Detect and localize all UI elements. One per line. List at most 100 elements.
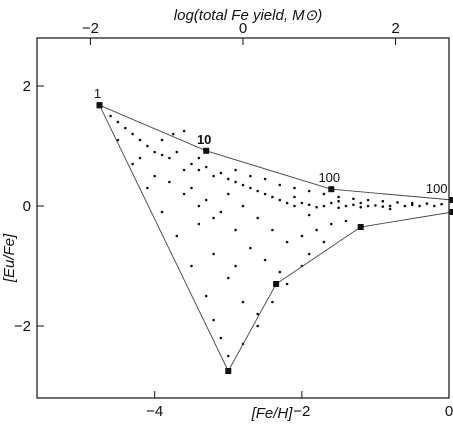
scatter-point [293,204,296,208]
scatter-point [278,270,282,274]
scatter-point [131,132,134,136]
scatter-point [374,204,377,207]
scatter-point [124,126,127,130]
scatter-point [271,300,274,304]
scatter-point [160,210,164,214]
scatter-point [219,336,223,340]
scatter-point [234,168,237,172]
scatter-point [241,204,245,208]
scatter-point [204,294,208,298]
scatter-point [153,150,156,154]
scatter-point [300,234,304,238]
scatter-points [109,114,443,358]
scatter-point [293,186,296,190]
y-tick-label: −2 [14,318,31,335]
scatter-point [204,165,208,169]
scatter-point [410,201,414,205]
scatter-point [381,199,385,203]
scatter-point [344,219,348,223]
lower-envelope-line [99,105,453,372]
scatter-point [344,204,348,208]
scatter-point [249,174,252,178]
scatter-point [146,144,149,148]
scatter-point [234,264,237,268]
scatter-point [285,240,289,244]
scatter-point [263,258,267,262]
x-axis-title: [Fe/H] [251,405,294,422]
scatter-point [249,186,252,190]
envelope-marker [328,186,335,193]
scatter-point [388,204,392,208]
scatter-point [322,204,326,208]
scatter-point [168,180,171,184]
scatter-point [182,168,186,172]
scatter-point [425,202,429,205]
top-x-axis-title: log(total Fe yield, M⊙) [174,7,322,24]
x-tick-label: −2 [293,403,310,420]
scatter-point [160,153,164,157]
scatter-point [307,213,311,217]
envelope-marker [449,197,453,203]
scatter-point [234,180,237,184]
y-tick-label: 2 [23,78,31,95]
scatter-point [278,183,282,187]
scatter-point [146,186,149,190]
scatter-point [131,162,134,166]
scatter-point [256,324,260,328]
envelope-point-label: 100 [426,181,448,196]
scatter-point [418,204,421,208]
scatter-point [190,264,193,268]
scatter-point [307,203,311,207]
scatter-point [190,162,193,166]
scatter-point [315,205,318,209]
scatter-point [212,252,215,256]
scatter-point [315,228,318,232]
scatter-point [204,198,208,202]
scatter-point [249,246,252,250]
envelope-point-label: 10 [197,132,211,147]
scatter-point [278,198,282,202]
scatter-point [322,192,326,196]
scatter-point [212,216,215,220]
axis-ticks: −4 −2 0 −2 0 2 2 0 −2 [14,20,453,420]
scatter-point [227,192,230,196]
scatter-point [337,199,340,203]
scatter-point [234,228,237,232]
y-tick-label: 0 [23,198,31,215]
scatter-point [366,204,370,208]
scatter-point [381,205,385,208]
scatter-point [182,192,186,196]
scatter-point [330,222,333,226]
scatter-point [219,171,223,175]
scatter-point [116,120,120,124]
top-x-tick-label: 0 [239,20,247,37]
scatter-point [256,189,260,193]
scatter-point [182,129,186,133]
scatter-point [138,138,142,142]
envelope-curves: 1 10 100 100 [94,86,453,374]
scatter-point [227,177,230,181]
envelope-marker [203,147,210,154]
top-x-tick-label: −2 [82,20,99,37]
scatter-point [410,203,414,207]
scatter-point [403,204,407,208]
scatter-point [271,228,274,232]
scatter-point [241,300,245,304]
scatter-point [227,354,230,358]
scatter-point [219,210,223,214]
scatter-point [138,156,142,160]
scatter-point [109,114,112,118]
top-x-tick-label: 2 [391,20,399,37]
y-axis-title: [Eu/Fe] [1,233,18,283]
scatter-point [337,206,340,210]
x-tick-label: −4 [146,403,163,420]
scatter-point [396,201,399,204]
scatter-point [300,201,304,205]
scatter-point [388,207,392,211]
upper-envelope-line [99,104,453,201]
scatter-point [197,168,201,172]
scatter-point [359,205,363,209]
envelope-marker [225,368,232,374]
scatter-point [263,177,267,181]
